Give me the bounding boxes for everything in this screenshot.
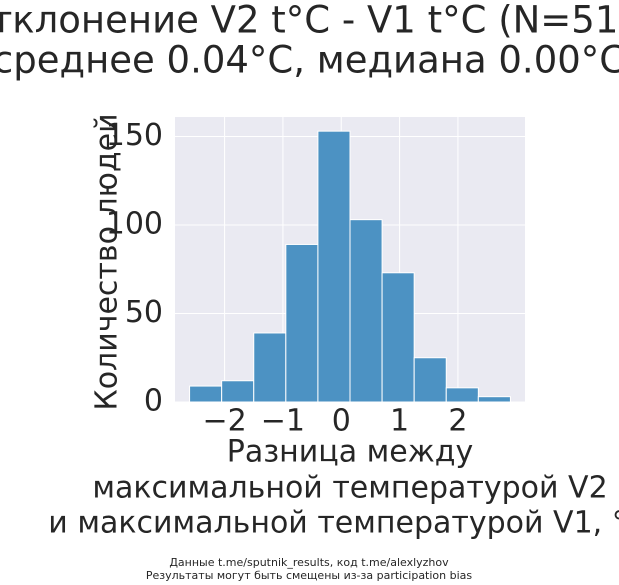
x-axis-label: и максимальной температурой V1, °C xyxy=(48,506,619,541)
bar xyxy=(189,385,223,403)
x-tick-label: −1 xyxy=(261,404,305,439)
x-axis-label: максимальной температурой V2 xyxy=(92,471,607,506)
bar xyxy=(285,243,319,403)
y-tick-label: 150 xyxy=(106,118,163,153)
bar xyxy=(445,387,479,403)
footnote: Данные t.me/sputnik_results, код t.me/al… xyxy=(169,556,449,569)
y-axis-label: Количество людей xyxy=(90,113,125,410)
x-axis-label: Разница между xyxy=(227,435,474,470)
x-tick-label: −2 xyxy=(202,404,246,439)
bar xyxy=(413,357,447,403)
bar xyxy=(221,380,255,403)
bar xyxy=(381,272,415,403)
bar xyxy=(317,130,351,403)
bars xyxy=(189,130,511,403)
bar xyxy=(349,219,383,403)
bar xyxy=(253,332,287,403)
x-tick-label: 1 xyxy=(390,404,409,439)
x-tick-label: 0 xyxy=(332,404,351,439)
chart-title: Отклонение V2 t°C - V1 t°C (N=514) xyxy=(0,0,619,42)
x-tick-label: 2 xyxy=(448,404,467,439)
chart-subtitle: среднее 0.04°C, медиана 0.00°C xyxy=(0,39,619,82)
y-tick-label: 0 xyxy=(144,384,163,419)
bar xyxy=(477,396,511,403)
y-tick-label: 50 xyxy=(125,295,163,330)
footnote: Результаты могут быть смещены из-за part… xyxy=(146,569,473,582)
y-tick-label: 100 xyxy=(106,206,163,241)
